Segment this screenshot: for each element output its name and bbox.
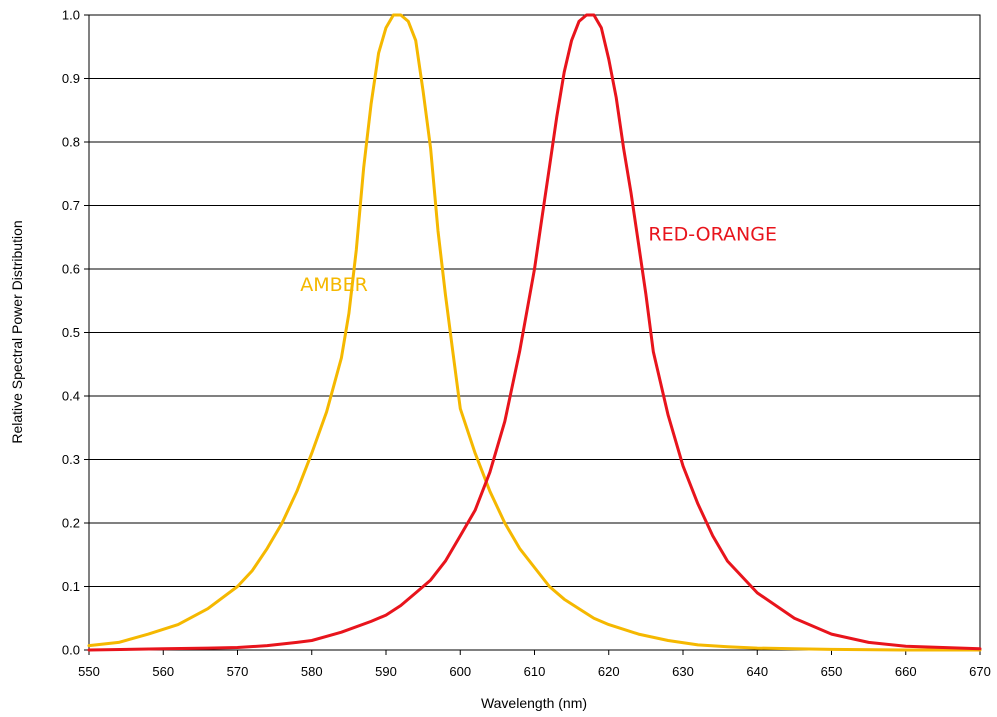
y-tick-label: 0.9 (62, 71, 80, 86)
x-tick-label: 670 (969, 664, 991, 679)
x-tick-label: 580 (301, 664, 323, 679)
x-tick-label: 630 (672, 664, 694, 679)
y-tick-label: 0.2 (62, 516, 80, 531)
annotation-red-orange: RED-ORANGE (648, 223, 777, 245)
y-tick-label: 0.1 (62, 579, 80, 594)
x-tick-label: 620 (598, 664, 620, 679)
x-tick-label: 590 (375, 664, 397, 679)
y-tick-label: 1.0 (62, 8, 80, 23)
series-annotations: AMBER RED-ORANGE (300, 223, 777, 296)
gridlines (89, 78, 980, 587)
y-tick-label: 0.7 (62, 198, 80, 213)
y-tick-label: 0.0 (62, 643, 80, 658)
series-line-amber (87, 13, 982, 652)
y-tick-label: 0.8 (62, 135, 80, 150)
x-axis-title: Wavelength (nm) (481, 695, 587, 711)
series-lines (87, 13, 982, 652)
x-tick-label: 610 (524, 664, 546, 679)
y-tick-label: 0.3 (62, 452, 80, 467)
x-tick-label: 570 (227, 664, 249, 679)
y-tick-label: 0.6 (62, 262, 80, 277)
x-tick-label: 600 (449, 664, 471, 679)
annotation-amber: AMBER (300, 274, 368, 296)
y-tick-label: 0.4 (62, 389, 80, 404)
x-tick-label: 660 (895, 664, 917, 679)
x-tick-label: 560 (152, 664, 174, 679)
y-tick-labels: 0.0 0.1 0.2 0.3 0.4 0.5 0.6 0.7 0.8 0.9 1.0 (62, 8, 89, 658)
x-tick-label: 550 (78, 664, 100, 679)
x-tick-label: 640 (746, 664, 768, 679)
series-line-red-orange (87, 13, 982, 652)
y-tick-label: 0.5 (62, 325, 80, 340)
y-axis-title: Relative Spectral Power Distribution (9, 220, 25, 443)
x-tick-label: 650 (821, 664, 843, 679)
x-tick-labels: 550 560 570 580 590 600 610 620 630 640 650 660 670 (78, 650, 991, 679)
